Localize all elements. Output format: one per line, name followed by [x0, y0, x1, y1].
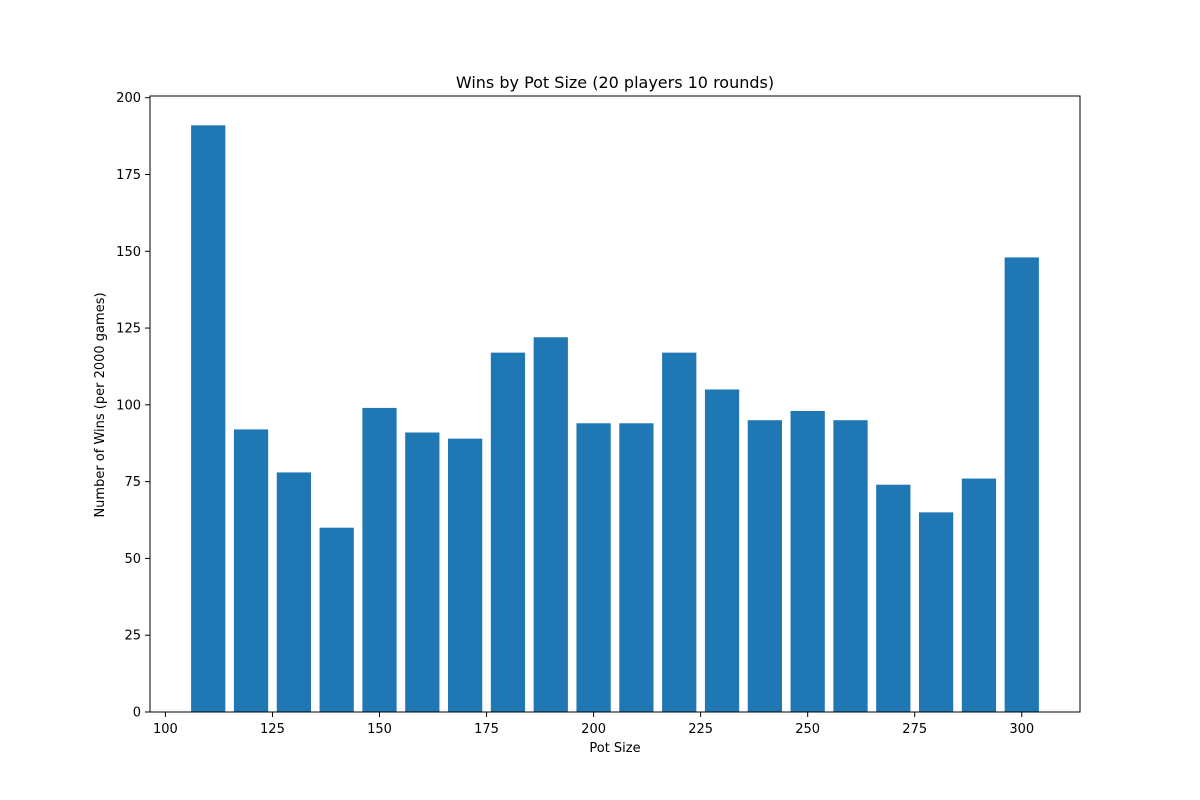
- y-tick-label: 200: [116, 91, 141, 106]
- bar-250: [790, 410, 825, 712]
- bar-130: [276, 472, 311, 712]
- bar-280: [919, 512, 954, 712]
- x-tick-label: 100: [153, 722, 178, 737]
- bar-270: [876, 484, 911, 712]
- y-tick-label: 75: [124, 475, 141, 490]
- x-tick-label: 225: [688, 722, 713, 737]
- plot-frame: [149, 95, 1081, 713]
- x-tick-label: 300: [1009, 722, 1034, 737]
- y-tick-label: 25: [124, 629, 141, 644]
- bar-160: [405, 432, 440, 712]
- bar-150: [362, 407, 397, 712]
- x-tick-label: 150: [367, 722, 392, 737]
- y-tick-label: 125: [116, 322, 141, 337]
- bars-group: [191, 125, 1039, 712]
- bar-200: [576, 423, 611, 712]
- bar-140: [319, 527, 354, 712]
- y-tick-label: 175: [116, 168, 141, 183]
- x-tick-label: 250: [795, 722, 820, 737]
- bar-120: [233, 429, 269, 712]
- chart-title: Wins by Pot Size (20 players 10 rounds): [456, 73, 774, 92]
- y-tick-label: 150: [116, 245, 141, 260]
- bar-220: [662, 352, 697, 712]
- bar-230: [704, 389, 740, 712]
- bar-210: [619, 423, 654, 712]
- y-axis-label: Number of Wins (per 2000 games): [93, 292, 108, 517]
- bar-180: [490, 352, 526, 712]
- x-tick-label: 200: [581, 722, 606, 737]
- bar-170: [448, 438, 483, 712]
- bar-190: [533, 337, 568, 712]
- bar-290: [961, 478, 997, 712]
- y-tick-label: 0: [133, 706, 141, 721]
- bar-110: [191, 125, 226, 712]
- bar-300: [1004, 257, 1039, 712]
- y-tick-label: 50: [124, 552, 141, 567]
- x-tick-label: 175: [474, 722, 499, 737]
- x-tick-label: 125: [260, 722, 285, 737]
- x-axis-ticks: 100 125 150 175 200 225 250 275 300: [153, 712, 1034, 737]
- x-axis-label: Pot Size: [589, 741, 640, 756]
- y-tick-label: 100: [116, 398, 141, 413]
- bar-240: [747, 420, 782, 712]
- bar-260: [833, 420, 868, 712]
- y-axis-ticks: 0 25 50 75 100 125 150 175 200: [116, 91, 150, 721]
- x-tick-label: 275: [902, 722, 927, 737]
